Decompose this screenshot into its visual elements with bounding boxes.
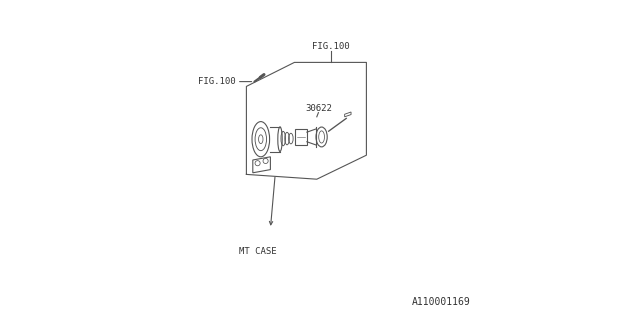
Bar xyxy=(295,129,307,145)
Text: A110001169: A110001169 xyxy=(412,297,470,307)
Text: FIG.100: FIG.100 xyxy=(198,77,236,86)
Text: MT CASE: MT CASE xyxy=(239,247,276,256)
Text: 30622: 30622 xyxy=(305,104,332,113)
Text: FIG.100: FIG.100 xyxy=(312,42,350,51)
